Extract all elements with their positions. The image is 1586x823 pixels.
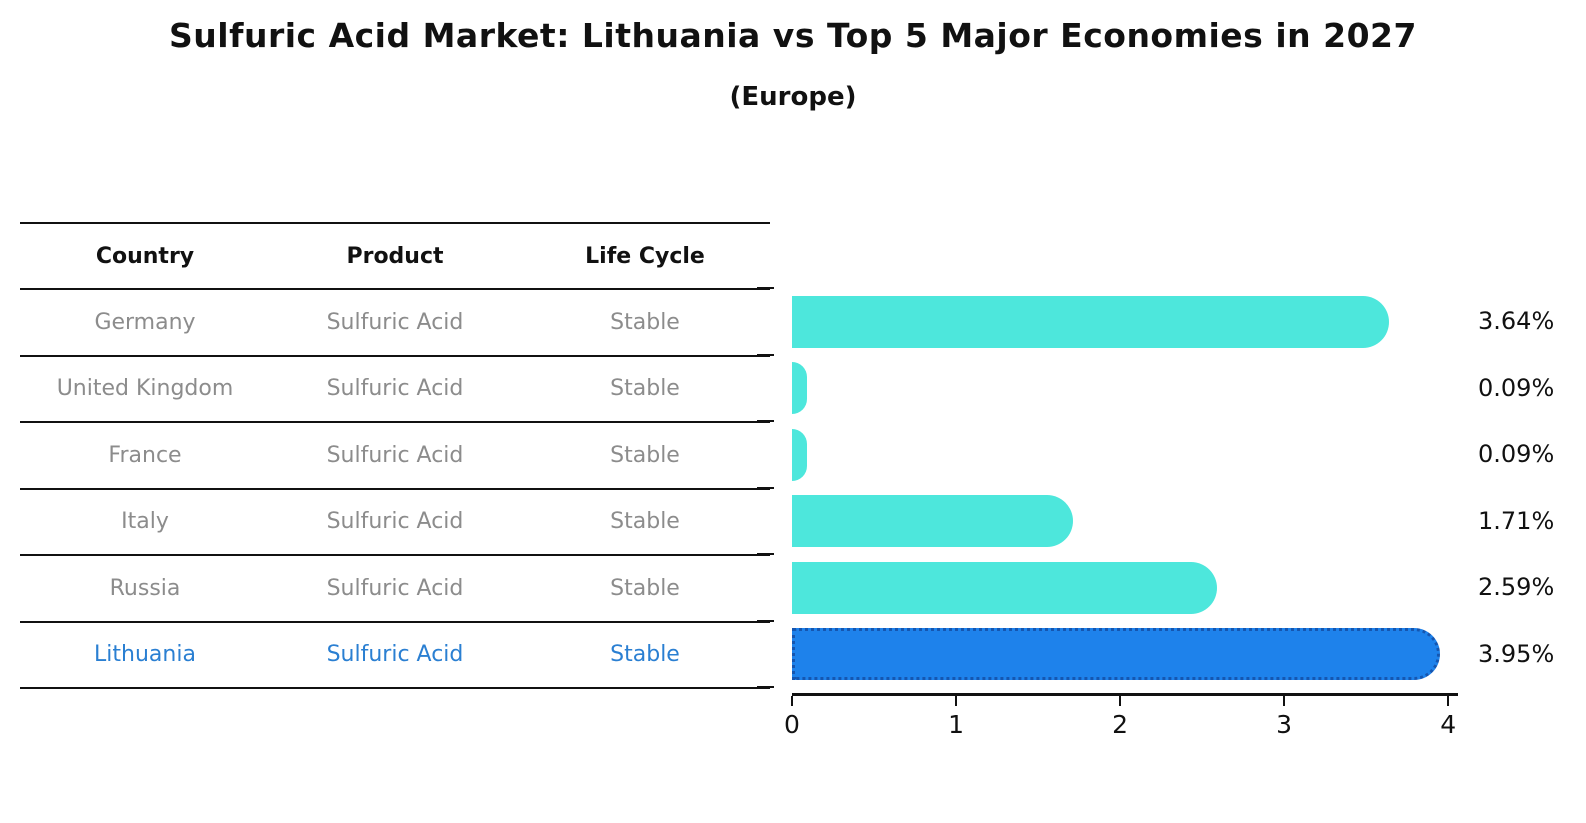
chart-title: Sulfuric Acid Market: Lithuania vs Top 5…: [169, 16, 1417, 55]
x-axis-tick-label: 1: [948, 710, 964, 739]
y-axis-tick: [757, 686, 774, 688]
x-axis: [792, 693, 1458, 696]
bar-italy: [792, 495, 1073, 547]
y-axis-tick: [757, 287, 774, 289]
y-axis-tick: [757, 420, 774, 422]
bar-germany: [792, 295, 1390, 348]
chart-subtitle: (Europe): [729, 82, 857, 112]
bar-value-label-russia: 2.59%: [1478, 573, 1555, 601]
bar-value-label-italy: 1.71%: [1478, 506, 1555, 535]
cell-product: Sulfuric Acid: [326, 642, 464, 668]
bar-france: [792, 428, 807, 481]
x-axis-tick-label: 0: [784, 710, 800, 739]
cell-product: Sulfuric Acid: [326, 442, 464, 468]
x-axis-tick-label: 4: [1440, 710, 1457, 739]
cell-life-cycle: Stable: [610, 442, 680, 468]
cell-country: France: [108, 442, 182, 468]
table-row-italy: Italy Sulfuric Acid Stable: [20, 490, 770, 556]
cell-country: Germany: [94, 309, 196, 335]
cell-product: Sulfuric Acid: [326, 509, 464, 535]
cell-country: Lithuania: [94, 642, 196, 668]
cell-life-cycle: Stable: [610, 642, 680, 668]
cell-life-cycle: Stable: [610, 376, 680, 402]
x-axis-tick: [1447, 696, 1450, 706]
x-axis-tick: [1119, 696, 1122, 706]
bar-united-kingdom: [792, 362, 807, 414]
cell-life-cycle: Stable: [610, 575, 680, 601]
bar-value-label-united-kingdom: 0.09%: [1478, 373, 1555, 402]
y-axis-tick: [757, 486, 774, 489]
column-header-product: Product: [346, 243, 444, 269]
cell-country: United Kingdom: [56, 376, 234, 402]
bar-chart: 3.64% 0.09% 0.09% 1.71% 2.59% 3.95% 0 1 2 3 4: [757, 287, 1572, 768]
x-axis-tick: [955, 696, 958, 706]
table-row-lithuania: Lithuania Sulfuric Acid Stable: [20, 623, 770, 689]
bar-lithuania: [792, 628, 1440, 680]
y-axis-tick: [757, 619, 774, 622]
country-table: Country Product Life Cycle Germany Sulfu…: [20, 222, 770, 689]
cell-country: Italy: [121, 509, 169, 535]
column-header-country: Country: [95, 243, 195, 269]
cell-life-cycle: Stable: [610, 309, 680, 335]
y-axis-tick: [757, 353, 774, 356]
column-header-life-cycle: Life Cycle: [585, 243, 705, 269]
x-axis-tick-label: 2: [1112, 710, 1129, 739]
table-row-france: France Sulfuric Acid Stable: [20, 423, 770, 490]
x-axis-tick-label: 3: [1276, 710, 1293, 739]
cell-product: Sulfuric Acid: [326, 309, 464, 335]
y-axis-tick: [757, 553, 774, 555]
table-row-germany: Germany Sulfuric Acid Stable: [20, 290, 770, 357]
bar-value-label-france: 0.09%: [1478, 440, 1555, 468]
cell-life-cycle: Stable: [610, 509, 680, 535]
table-row-united-kingdom: United Kingdom Sulfuric Acid Stable: [20, 357, 770, 423]
bar-russia: [792, 561, 1217, 614]
bar-value-label-germany: 3.64%: [1478, 307, 1555, 335]
cell-country: Russia: [109, 575, 181, 601]
cell-product: Sulfuric Acid: [326, 575, 464, 601]
cell-product: Sulfuric Acid: [326, 376, 464, 402]
x-axis-tick: [791, 696, 793, 706]
x-axis-tick: [1283, 696, 1286, 706]
bar-value-label-lithuania: 3.95%: [1478, 639, 1555, 668]
table-row-russia: Russia Sulfuric Acid Stable: [20, 556, 770, 623]
table-header-row: Country Product Life Cycle: [20, 224, 770, 290]
